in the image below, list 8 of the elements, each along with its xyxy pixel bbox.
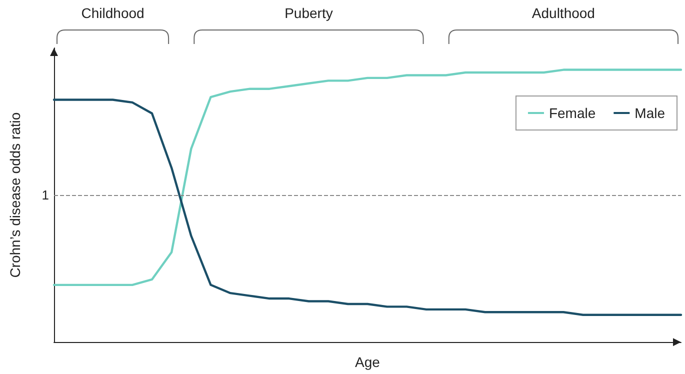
x-axis-title: Age — [355, 354, 380, 370]
y-axis-title: Crohn’s disease odds ratio — [7, 112, 23, 278]
text: Adulthood — [532, 5, 595, 21]
legend-label: Male — [634, 105, 666, 121]
text: Childhood — [81, 5, 144, 21]
text: Puberty — [284, 5, 333, 21]
legend-label: Female — [548, 105, 596, 121]
ref-line-label: 1 — [42, 188, 49, 203]
